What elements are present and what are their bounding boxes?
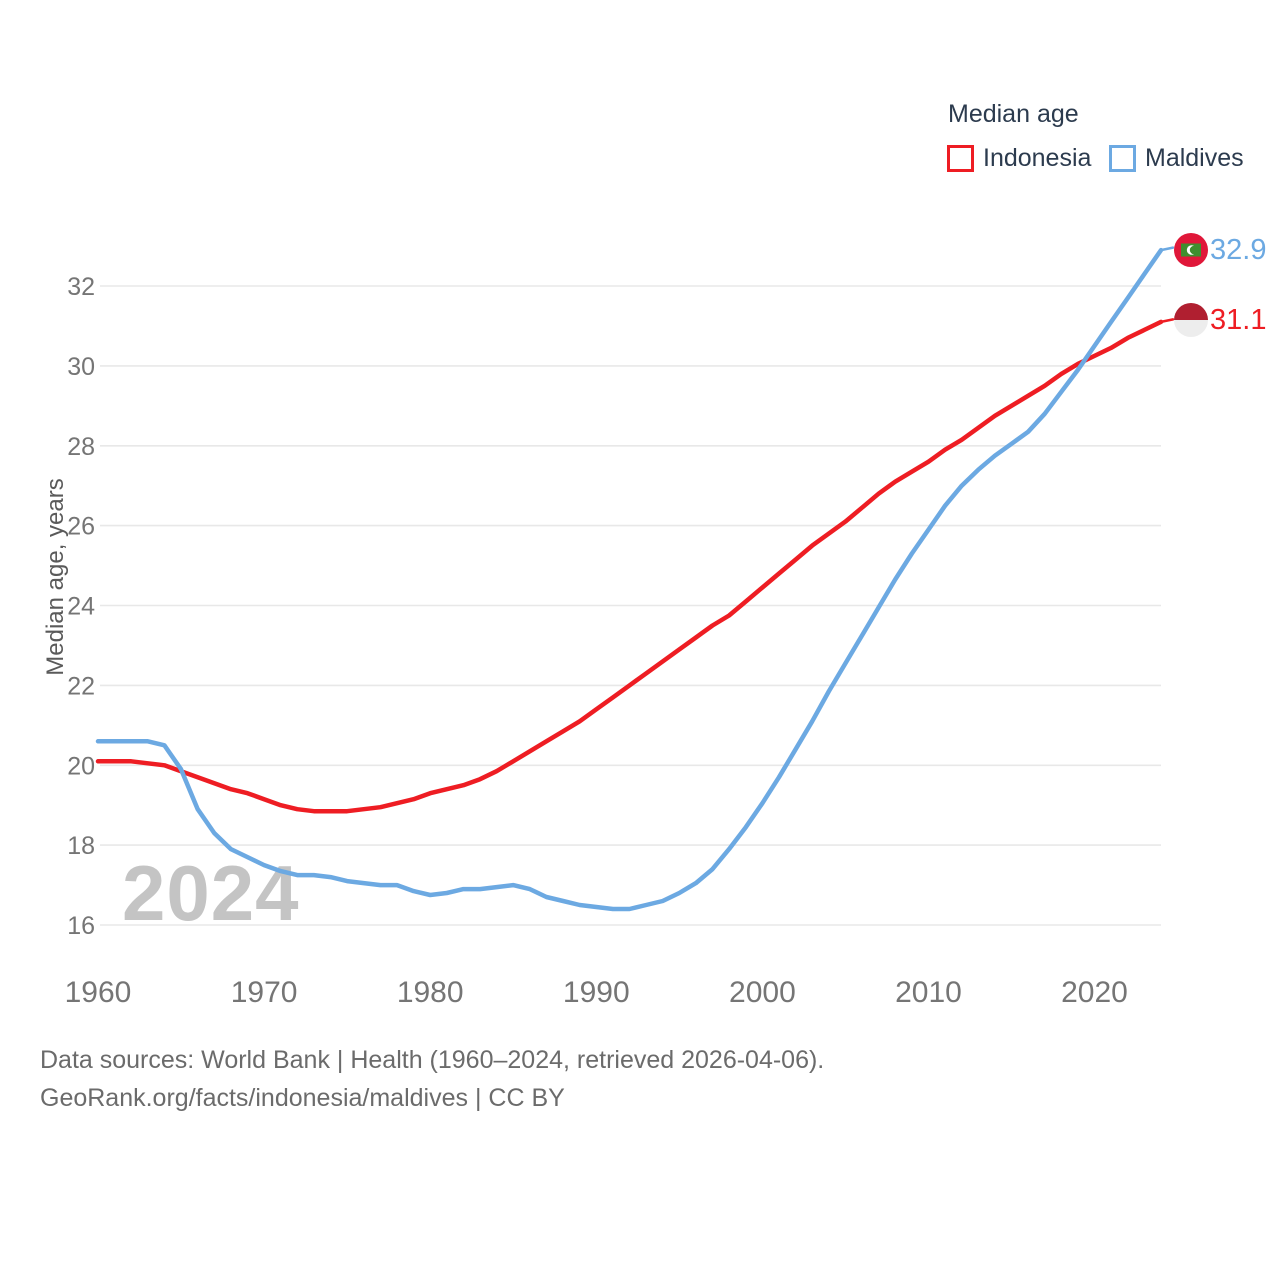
x-tick-label: 1980 — [397, 976, 464, 1009]
series-lines — [95, 246, 1175, 912]
gridlines — [100, 285, 1161, 926]
legend-label-indonesia: Indonesia — [983, 144, 1092, 172]
indonesia-line — [95, 319, 1164, 814]
y-tick-label: 20 — [67, 752, 95, 780]
y-axis-title: Median age, years — [42, 478, 69, 676]
indonesia-leader-line — [1159, 318, 1175, 324]
maldives-line — [95, 247, 1164, 912]
y-tick-label: 24 — [67, 593, 95, 621]
x-tick-label: 2010 — [895, 976, 962, 1009]
x-tick-label: 1970 — [231, 976, 298, 1009]
legend-item-indonesia: Indonesia — [947, 144, 1091, 173]
attribution-text: GeoRank.org/facts/indonesia/maldives | C… — [40, 1084, 565, 1112]
x-tick-label: 1990 — [563, 976, 630, 1009]
maldives-leader-line — [1159, 246, 1175, 252]
legend-title: Median age — [948, 100, 1079, 128]
y-tick-label: 16 — [67, 912, 95, 940]
indonesia-flag-icon — [1174, 303, 1208, 337]
x-tick-label: 1960 — [65, 976, 132, 1009]
watermark-year: 2024 — [122, 849, 300, 937]
y-tick-label: 28 — [67, 433, 95, 461]
x-tick-label: 2000 — [729, 976, 796, 1009]
legend-item-maldives: Maldives — [1109, 144, 1244, 173]
x-tick-label: 2020 — [1061, 976, 1128, 1009]
y-tick-label: 18 — [67, 832, 95, 860]
y-tick-label: 26 — [67, 513, 95, 541]
maldives-end-value: 32.9 — [1210, 233, 1267, 266]
y-tick-label: 22 — [67, 672, 95, 700]
data-sources-text: Data sources: World Bank | Health (1960–… — [40, 1046, 825, 1074]
maldives-swatch-icon — [1109, 145, 1136, 172]
legend-label-maldives: Maldives — [1145, 144, 1244, 172]
maldives-flag-icon — [1174, 233, 1208, 267]
y-tick-label: 30 — [67, 353, 95, 381]
y-tick-label: 32 — [67, 273, 95, 301]
axis-tick-labels: 16 18 20 22 24 26 28 30 32 1960 1970 1980 1990 2000 20… — [65, 273, 1128, 1009]
indonesia-end-value: 31.1 — [1210, 303, 1267, 336]
indonesia-swatch-icon — [947, 145, 974, 172]
